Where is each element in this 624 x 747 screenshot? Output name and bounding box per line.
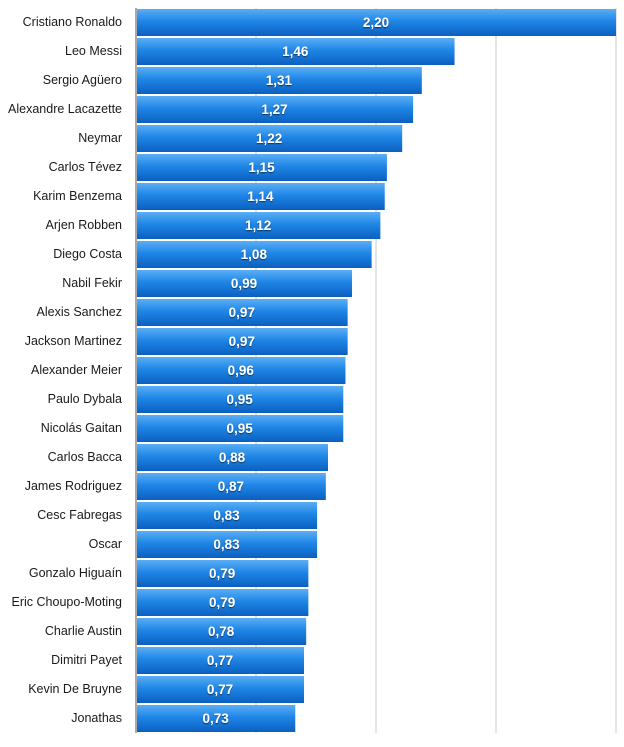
category-label: Alexander Meier [31, 363, 122, 377]
category-labels: Cristiano Ronaldo Leo Messi Sergio Agüero A… [8, 15, 122, 725]
value-label: 0,99 [231, 276, 257, 291]
value-label: 0,78 [208, 624, 235, 639]
bar [137, 125, 403, 152]
bar [137, 9, 616, 36]
bar [137, 154, 387, 181]
bar [137, 589, 309, 616]
category-label: Eric Choupo-Moting [12, 595, 123, 609]
value-label: 0,87 [218, 479, 244, 494]
bar [137, 473, 326, 500]
category-label: Jonathas [71, 711, 122, 725]
bar [137, 328, 348, 355]
value-labels: 2,20 1,46 1,31 1,27 1,22 1,15 1,14 1,12 1,08 0,99… [202, 15, 389, 726]
value-label: 1,15 [248, 160, 275, 175]
value-label: 1,12 [245, 218, 271, 233]
value-label: 2,20 [363, 15, 389, 30]
category-label: Sergio Agüero [43, 73, 122, 87]
value-label: 0,97 [229, 334, 255, 349]
category-label: Cristiano Ronaldo [23, 15, 122, 29]
category-label: Oscar [89, 537, 122, 551]
category-label: Charlie Austin [45, 624, 122, 638]
bar [137, 241, 372, 268]
value-label: 0,83 [213, 508, 240, 523]
bar [137, 560, 309, 587]
value-label: 0,73 [202, 711, 229, 726]
category-label: Arjen Robben [46, 218, 122, 232]
value-label: 0,88 [219, 450, 246, 465]
category-label: Nicolás Gaitan [41, 421, 122, 435]
value-label: 0,96 [228, 363, 255, 378]
category-label: James Rodriguez [25, 479, 122, 493]
category-label: Cesc Fabregas [37, 508, 122, 522]
bar [137, 183, 385, 210]
value-label: 0,77 [207, 682, 233, 697]
bar [137, 299, 348, 326]
bar [137, 502, 318, 529]
category-label: Neymar [78, 131, 122, 145]
bar [137, 96, 414, 123]
value-label: 0,79 [209, 566, 235, 581]
bar [137, 676, 304, 703]
bar [137, 212, 381, 239]
value-label: 1,08 [241, 247, 268, 262]
bars [137, 9, 616, 732]
bar [137, 618, 307, 645]
bar [137, 531, 318, 558]
value-label: 0,95 [226, 421, 253, 436]
value-label: 0,97 [229, 305, 255, 320]
bar [137, 357, 346, 384]
value-label: 0,79 [209, 595, 235, 610]
category-label: Dimitri Payet [51, 653, 122, 667]
bar [137, 38, 455, 65]
bar [137, 705, 296, 732]
bar [137, 386, 344, 413]
category-label: Kevin De Bruyne [28, 682, 122, 696]
category-label: Jackson Martinez [25, 334, 122, 348]
category-label: Carlos Tévez [49, 160, 122, 174]
value-label: 0,83 [213, 537, 240, 552]
value-label: 0,95 [226, 392, 253, 407]
bar [137, 67, 422, 94]
category-label: Alexis Sanchez [37, 305, 122, 319]
value-label: 1,46 [282, 44, 309, 59]
bar [137, 444, 328, 471]
value-label: 1,22 [256, 131, 282, 146]
category-label: Paulo Dybala [48, 392, 122, 406]
category-label: Karim Benzema [33, 189, 122, 203]
category-label: Alexandre Lacazette [8, 102, 122, 116]
bar [137, 415, 344, 442]
value-label: 1,31 [266, 73, 293, 88]
category-label: Nabil Fekir [62, 276, 122, 290]
value-label: 1,27 [261, 102, 287, 117]
value-label: 0,77 [207, 653, 233, 668]
value-label: 1,14 [247, 189, 274, 204]
category-label: Diego Costa [53, 247, 122, 261]
category-label: Carlos Bacca [48, 450, 122, 464]
bar [137, 270, 352, 297]
category-label: Gonzalo Higuaín [29, 566, 122, 580]
category-label: Leo Messi [65, 44, 122, 58]
bar [137, 647, 304, 674]
